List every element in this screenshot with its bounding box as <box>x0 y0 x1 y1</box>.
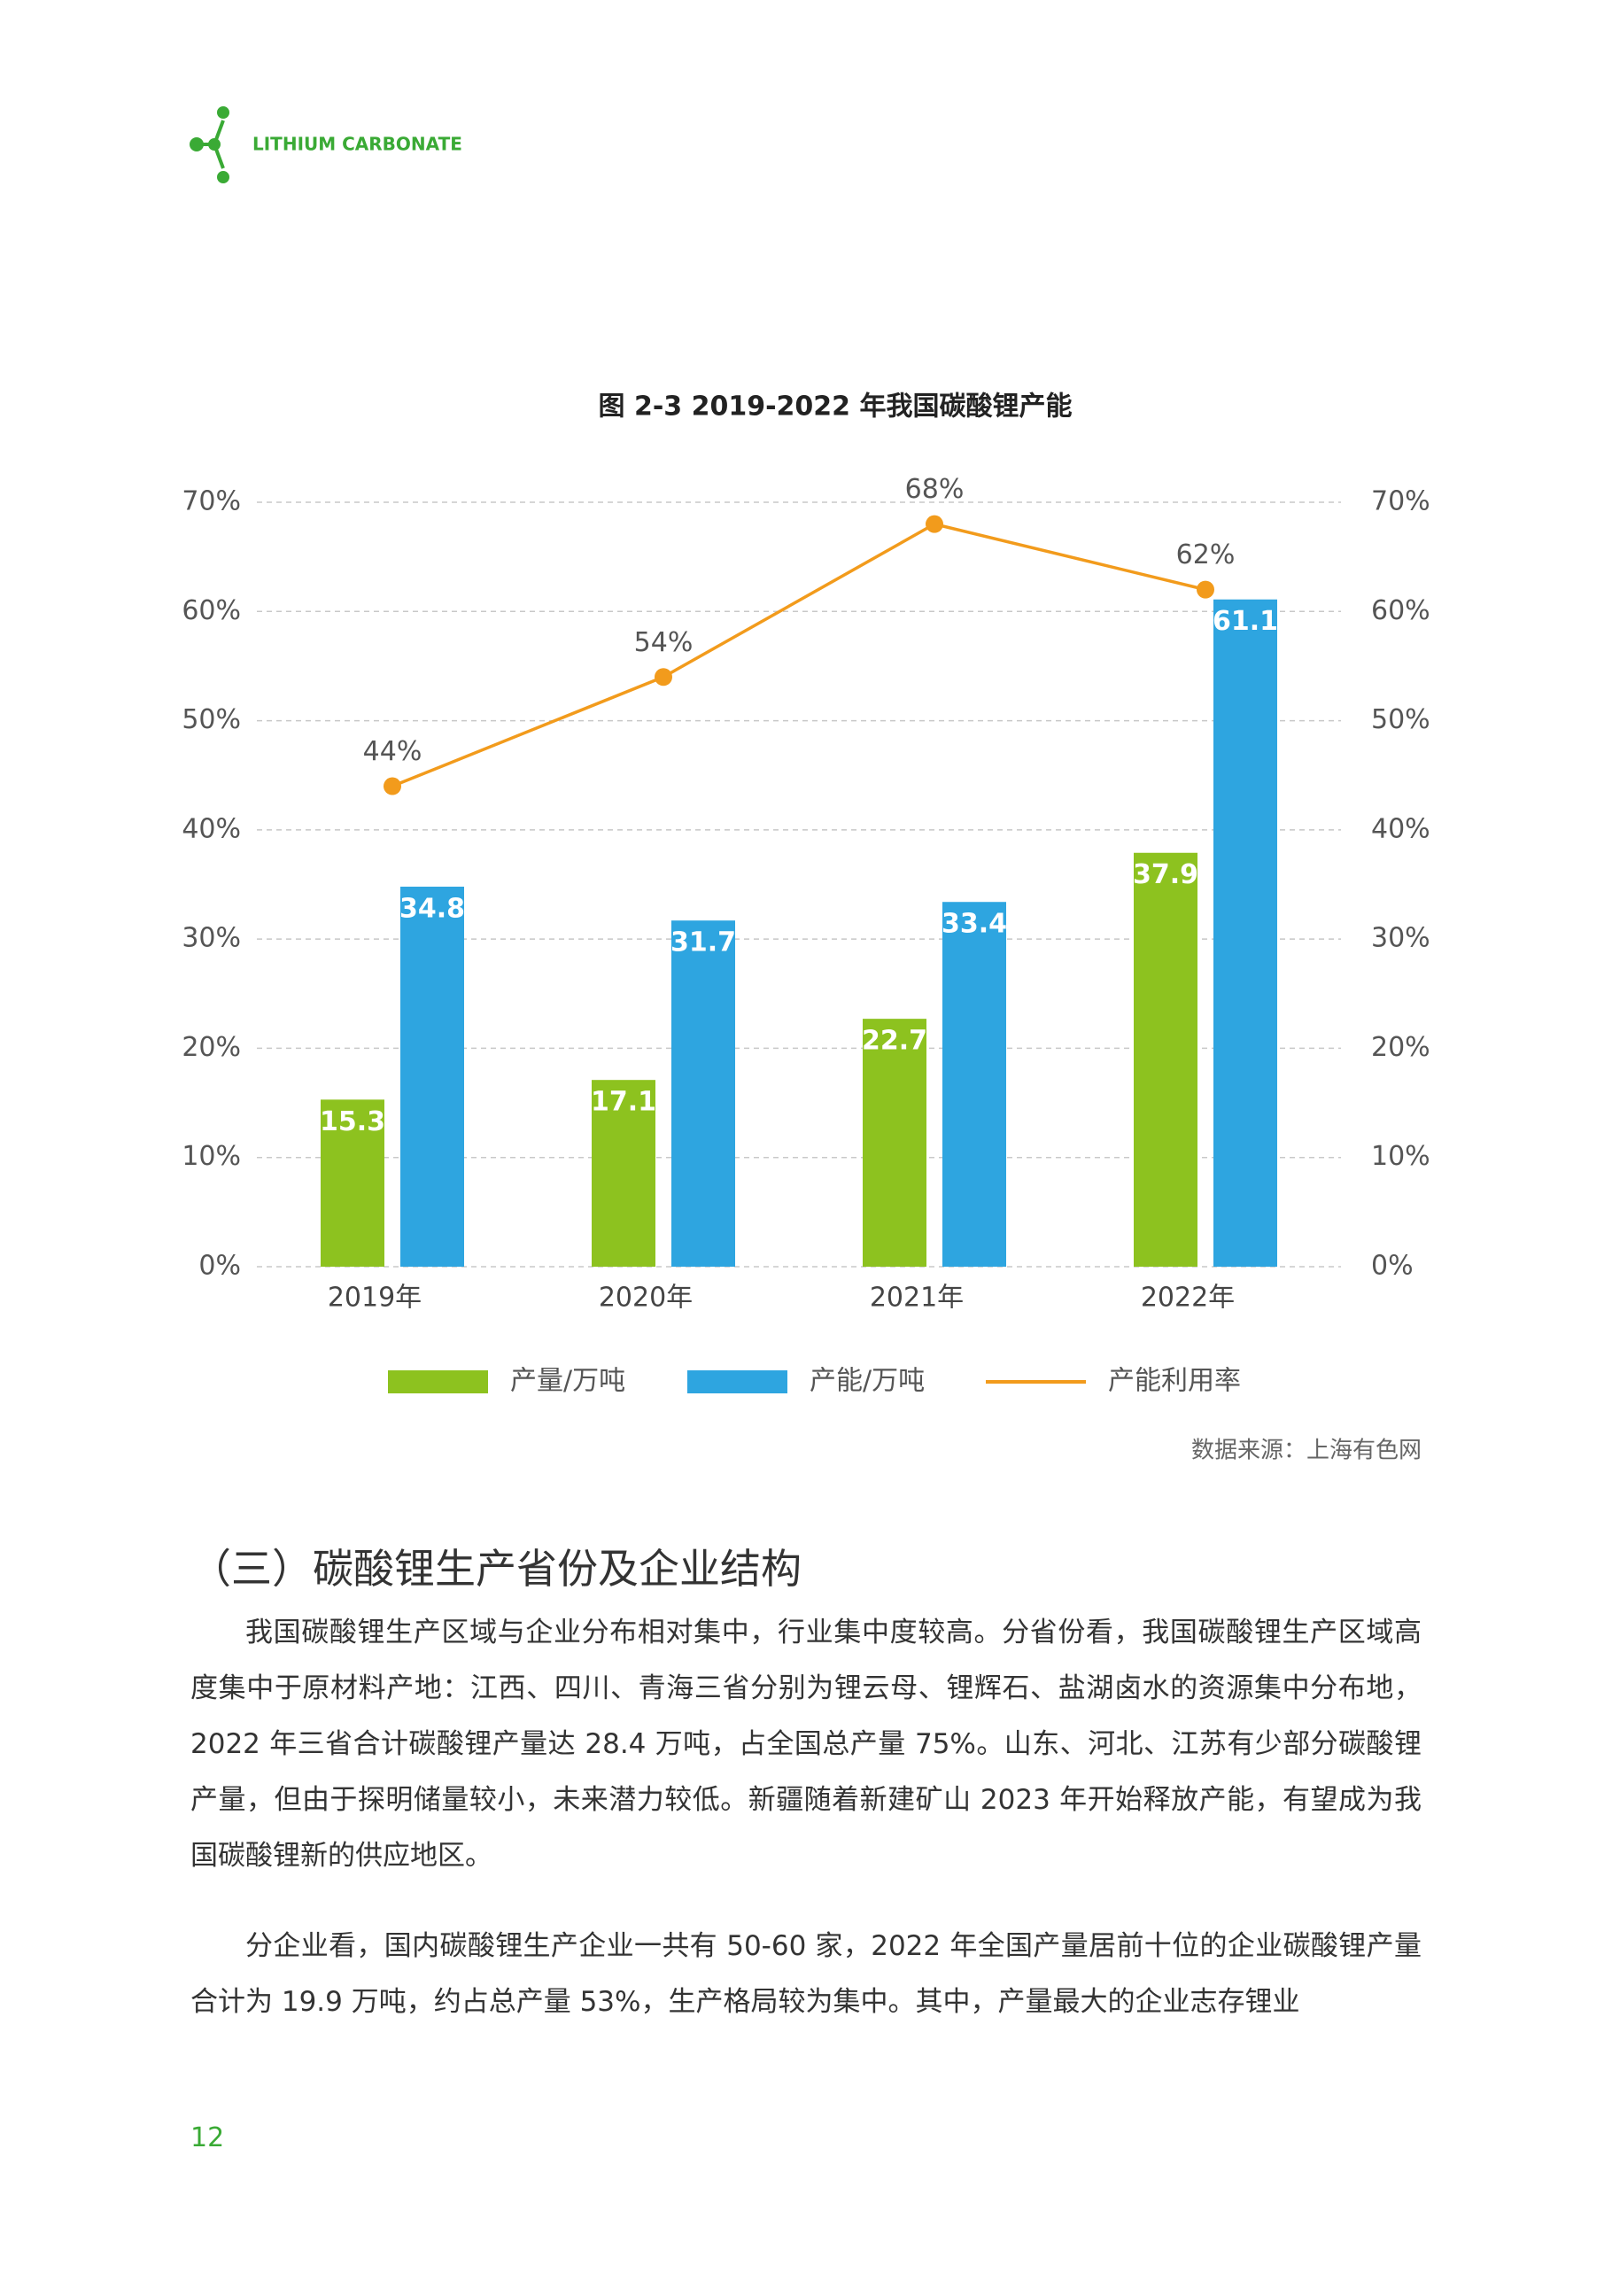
page-number: 12 <box>190 2122 225 2153</box>
y2-tick-label: 30% <box>1371 923 1430 954</box>
bar <box>592 1080 655 1267</box>
line-marker <box>926 515 943 533</box>
line-marker <box>655 668 672 686</box>
bar <box>1213 599 1277 1267</box>
line-marker <box>384 777 401 795</box>
paragraph: 分企业看，国内碳酸锂生产企业一共有 50-60 家，2022 年全国产量居前十位… <box>190 1930 1422 2018</box>
x-tick-label: 2019年 <box>328 1283 422 1314</box>
source: 数据来源：上海有色网 <box>1191 1438 1422 1464</box>
line-value-label: 62% <box>1176 539 1236 570</box>
legend-label: 产能/万吨 <box>810 1366 925 1397</box>
line-value-label: 44% <box>363 736 422 767</box>
y-tick-label: 40% <box>182 813 241 844</box>
header-title: LITHIUM CARBONATE <box>252 134 462 155</box>
bar <box>321 1099 384 1267</box>
y-tick-label: 70% <box>182 486 241 517</box>
bar-value-label: 31.7 <box>670 927 736 958</box>
y-tick-label: 0% <box>198 1251 241 1282</box>
bar-value-label: 22.7 <box>862 1026 927 1057</box>
legend-swatch <box>388 1370 488 1393</box>
bar <box>863 1019 926 1267</box>
bar-value-label: 33.4 <box>942 909 1007 940</box>
y-tick-label: 10% <box>182 1141 241 1172</box>
line-marker <box>1197 580 1214 599</box>
x-tick-label: 2020年 <box>599 1283 693 1314</box>
y-tick-label: 20% <box>182 1032 241 1063</box>
bar <box>400 886 464 1267</box>
y-tick-label: 30% <box>182 923 241 954</box>
section-heading: （三）碳酸锂生产省份及企业结构 <box>190 1545 802 1593</box>
bar-value-label: 15.3 <box>320 1106 385 1137</box>
y2-tick-label: 50% <box>1371 704 1430 735</box>
paragraph: 我国碳酸锂生产区域与企业分布相对集中，行业集中度较高。分省份看，我国碳酸锂生产区… <box>190 1617 1422 1872</box>
line-value-label: 54% <box>634 627 694 658</box>
bar <box>942 902 1006 1267</box>
y2-tick-label: 40% <box>1371 813 1430 844</box>
y2-tick-label: 70% <box>1371 486 1430 517</box>
line <box>391 522 1206 788</box>
y2-tick-label: 60% <box>1371 595 1430 626</box>
y2-tick-label: 0% <box>1371 1251 1414 1282</box>
chart: LITHIUM CARBONATE 图 2-3 2019-2022 年我国碳酸锂… <box>182 106 1430 1464</box>
legend-swatch <box>687 1370 787 1393</box>
y-tick-label: 60% <box>182 595 241 626</box>
y2-tick-label: 20% <box>1371 1032 1430 1063</box>
legend-label: 产量/万吨 <box>510 1366 625 1397</box>
bar <box>671 920 735 1267</box>
bar <box>1134 852 1197 1267</box>
y-tick-label: 50% <box>182 704 241 735</box>
legend-label: 产能利用率 <box>1108 1366 1241 1397</box>
bar-value-label: 37.9 <box>1133 859 1198 890</box>
x-tick-label: 2021年 <box>870 1283 964 1314</box>
y2-tick-label: 10% <box>1371 1141 1430 1172</box>
bar-value-label: 17.1 <box>591 1087 656 1118</box>
chart-title: 图 2-3 2019-2022 年我国碳酸锂产能 <box>599 392 1073 423</box>
bar-value-label: 61.1 <box>1213 606 1278 637</box>
logo <box>190 106 229 183</box>
bar-value-label: 34.8 <box>399 893 465 924</box>
x-tick-label: 2022年 <box>1141 1283 1235 1314</box>
line-value-label: 68% <box>905 474 965 505</box>
